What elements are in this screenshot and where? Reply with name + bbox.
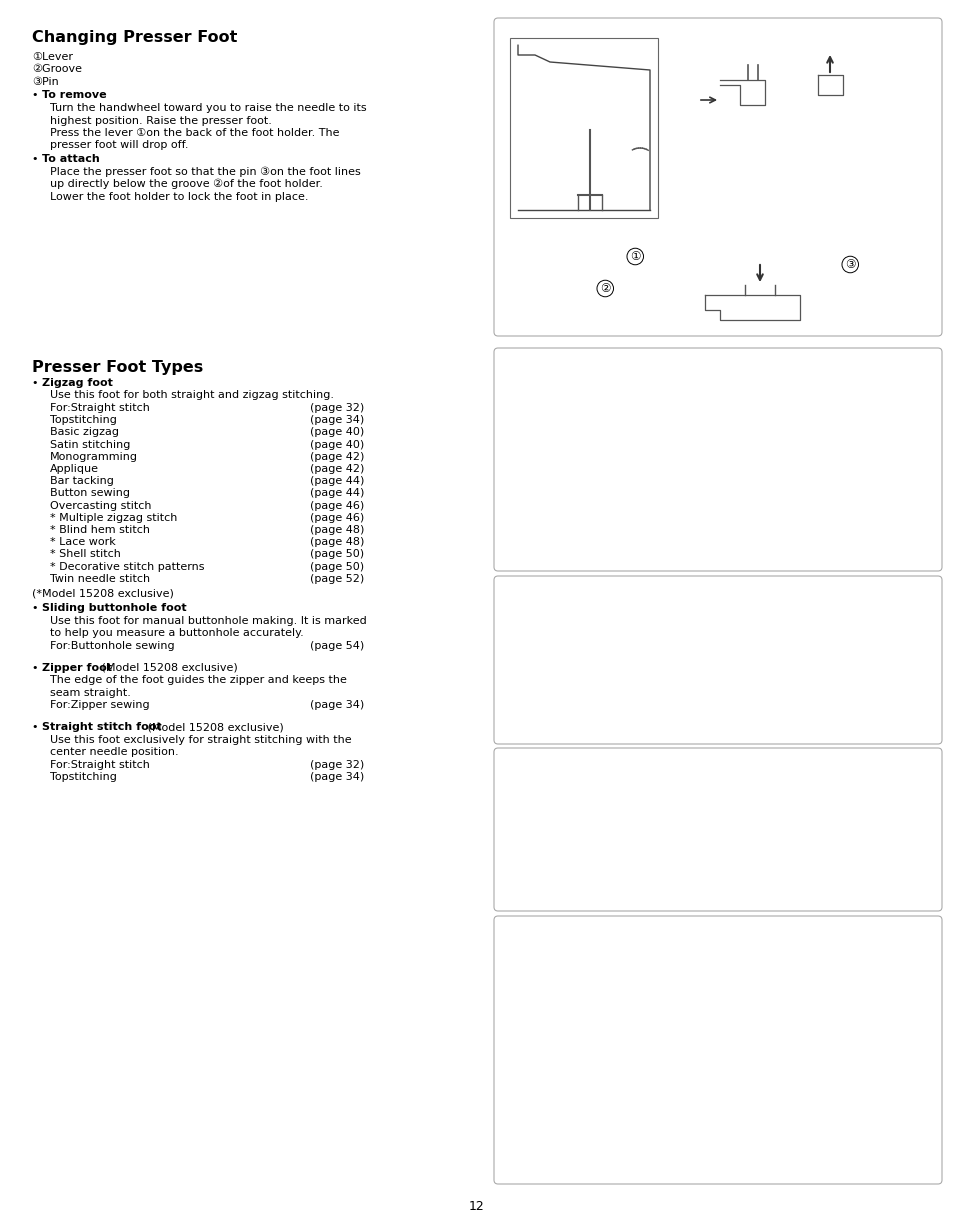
Text: (Model 15208 exclusive): (Model 15208 exclusive) xyxy=(98,662,237,672)
Text: Zipper foot: Zipper foot xyxy=(42,662,112,672)
Text: * Blind hem stitch: * Blind hem stitch xyxy=(50,525,150,535)
Text: Twin needle stitch: Twin needle stitch xyxy=(50,573,150,583)
Text: (page 34): (page 34) xyxy=(310,772,364,782)
Text: •: • xyxy=(32,378,42,388)
Text: •: • xyxy=(32,662,42,672)
Text: For:Zipper sewing: For:Zipper sewing xyxy=(50,700,150,710)
Text: (page 50): (page 50) xyxy=(310,549,364,559)
Text: ③Pin: ③Pin xyxy=(32,77,59,87)
Text: (page 48): (page 48) xyxy=(310,525,364,535)
FancyBboxPatch shape xyxy=(494,576,941,744)
Text: Use this foot for both straight and zigzag stitching.: Use this foot for both straight and zigz… xyxy=(50,390,334,401)
Text: Presser Foot Types: Presser Foot Types xyxy=(32,360,203,375)
Text: •: • xyxy=(32,154,42,164)
Text: Straight stitch foot: Straight stitch foot xyxy=(42,722,161,731)
FancyBboxPatch shape xyxy=(494,18,941,337)
Text: For:Straight stitch: For:Straight stitch xyxy=(50,759,150,769)
Text: Topstitching: Topstitching xyxy=(50,416,117,425)
Text: (page 34): (page 34) xyxy=(310,416,364,425)
Text: (page 42): (page 42) xyxy=(310,452,364,462)
Text: to help you measure a buttonhole accurately.: to help you measure a buttonhole accurat… xyxy=(50,628,303,638)
Text: (*Model 15208 exclusive): (*Model 15208 exclusive) xyxy=(32,588,173,598)
Text: For:Buttonhole sewing: For:Buttonhole sewing xyxy=(50,640,174,650)
Text: * Decorative stitch patterns: * Decorative stitch patterns xyxy=(50,561,204,571)
Text: (page 40): (page 40) xyxy=(310,440,364,450)
Text: Sliding buttonhole foot: Sliding buttonhole foot xyxy=(42,603,187,614)
Text: ②Groove: ②Groove xyxy=(32,64,82,74)
Text: (page 44): (page 44) xyxy=(310,476,364,486)
Text: (page 50): (page 50) xyxy=(310,561,364,571)
FancyBboxPatch shape xyxy=(494,916,941,1183)
Text: ③: ③ xyxy=(844,258,855,271)
Text: (page 32): (page 32) xyxy=(310,403,364,413)
Text: center needle position.: center needle position. xyxy=(50,747,178,757)
Text: Basic zigzag: Basic zigzag xyxy=(50,428,119,437)
Text: (page 46): (page 46) xyxy=(310,501,364,510)
Text: Button sewing: Button sewing xyxy=(50,488,130,498)
Text: To attach: To attach xyxy=(42,154,100,164)
FancyBboxPatch shape xyxy=(494,347,941,571)
Text: Changing Presser Foot: Changing Presser Foot xyxy=(32,30,237,45)
Text: * Lace work: * Lace work xyxy=(50,537,115,547)
Text: Applique: Applique xyxy=(50,464,99,474)
Text: For:Straight stitch: For:Straight stitch xyxy=(50,403,150,413)
Text: •: • xyxy=(32,722,42,731)
Text: Lower the foot holder to lock the foot in place.: Lower the foot holder to lock the foot i… xyxy=(50,192,308,202)
Text: ①: ① xyxy=(629,250,639,262)
Text: ②: ② xyxy=(599,282,610,295)
Text: (page 52): (page 52) xyxy=(310,573,364,583)
Text: (page 42): (page 42) xyxy=(310,464,364,474)
Text: presser foot will drop off.: presser foot will drop off. xyxy=(50,141,189,151)
Text: Use this foot exclusively for straight stitching with the: Use this foot exclusively for straight s… xyxy=(50,735,352,745)
Text: (page 54): (page 54) xyxy=(310,640,364,650)
Text: (page 32): (page 32) xyxy=(310,759,364,769)
Text: To remove: To remove xyxy=(42,90,107,101)
Text: Place the presser foot so that the pin ③on the foot lines: Place the presser foot so that the pin ③… xyxy=(50,166,360,177)
Text: Zigzag foot: Zigzag foot xyxy=(42,378,112,388)
FancyBboxPatch shape xyxy=(494,748,941,911)
Text: The edge of the foot guides the zipper and keeps the: The edge of the foot guides the zipper a… xyxy=(50,676,347,685)
Text: (page 48): (page 48) xyxy=(310,537,364,547)
Text: highest position. Raise the presser foot.: highest position. Raise the presser foot… xyxy=(50,115,272,125)
Text: * Shell stitch: * Shell stitch xyxy=(50,549,121,559)
Text: (page 44): (page 44) xyxy=(310,488,364,498)
Bar xyxy=(510,38,658,217)
Text: seam straight.: seam straight. xyxy=(50,688,131,697)
Text: (page 34): (page 34) xyxy=(310,700,364,710)
Text: (page 46): (page 46) xyxy=(310,513,364,522)
Text: Overcasting stitch: Overcasting stitch xyxy=(50,501,152,510)
Text: ①Lever: ①Lever xyxy=(32,52,73,62)
Text: (page 40): (page 40) xyxy=(310,428,364,437)
Text: 12: 12 xyxy=(469,1200,484,1213)
Text: Satin stitching: Satin stitching xyxy=(50,440,131,450)
Text: Monogramming: Monogramming xyxy=(50,452,138,462)
Text: Topstitching: Topstitching xyxy=(50,772,117,782)
Text: •: • xyxy=(32,90,42,101)
Text: •: • xyxy=(32,603,42,614)
Text: up directly below the groove ②of the foot holder.: up directly below the groove ②of the foo… xyxy=(50,179,322,190)
Text: Turn the handwheel toward you to raise the needle to its: Turn the handwheel toward you to raise t… xyxy=(50,103,366,113)
Text: (Model 15208 exclusive): (Model 15208 exclusive) xyxy=(144,722,283,731)
Text: * Multiple zigzag stitch: * Multiple zigzag stitch xyxy=(50,513,177,522)
Text: Press the lever ①on the back of the foot holder. The: Press the lever ①on the back of the foot… xyxy=(50,128,339,139)
Text: Use this foot for manual buttonhole making. It is marked: Use this foot for manual buttonhole maki… xyxy=(50,616,366,626)
Text: Bar tacking: Bar tacking xyxy=(50,476,113,486)
